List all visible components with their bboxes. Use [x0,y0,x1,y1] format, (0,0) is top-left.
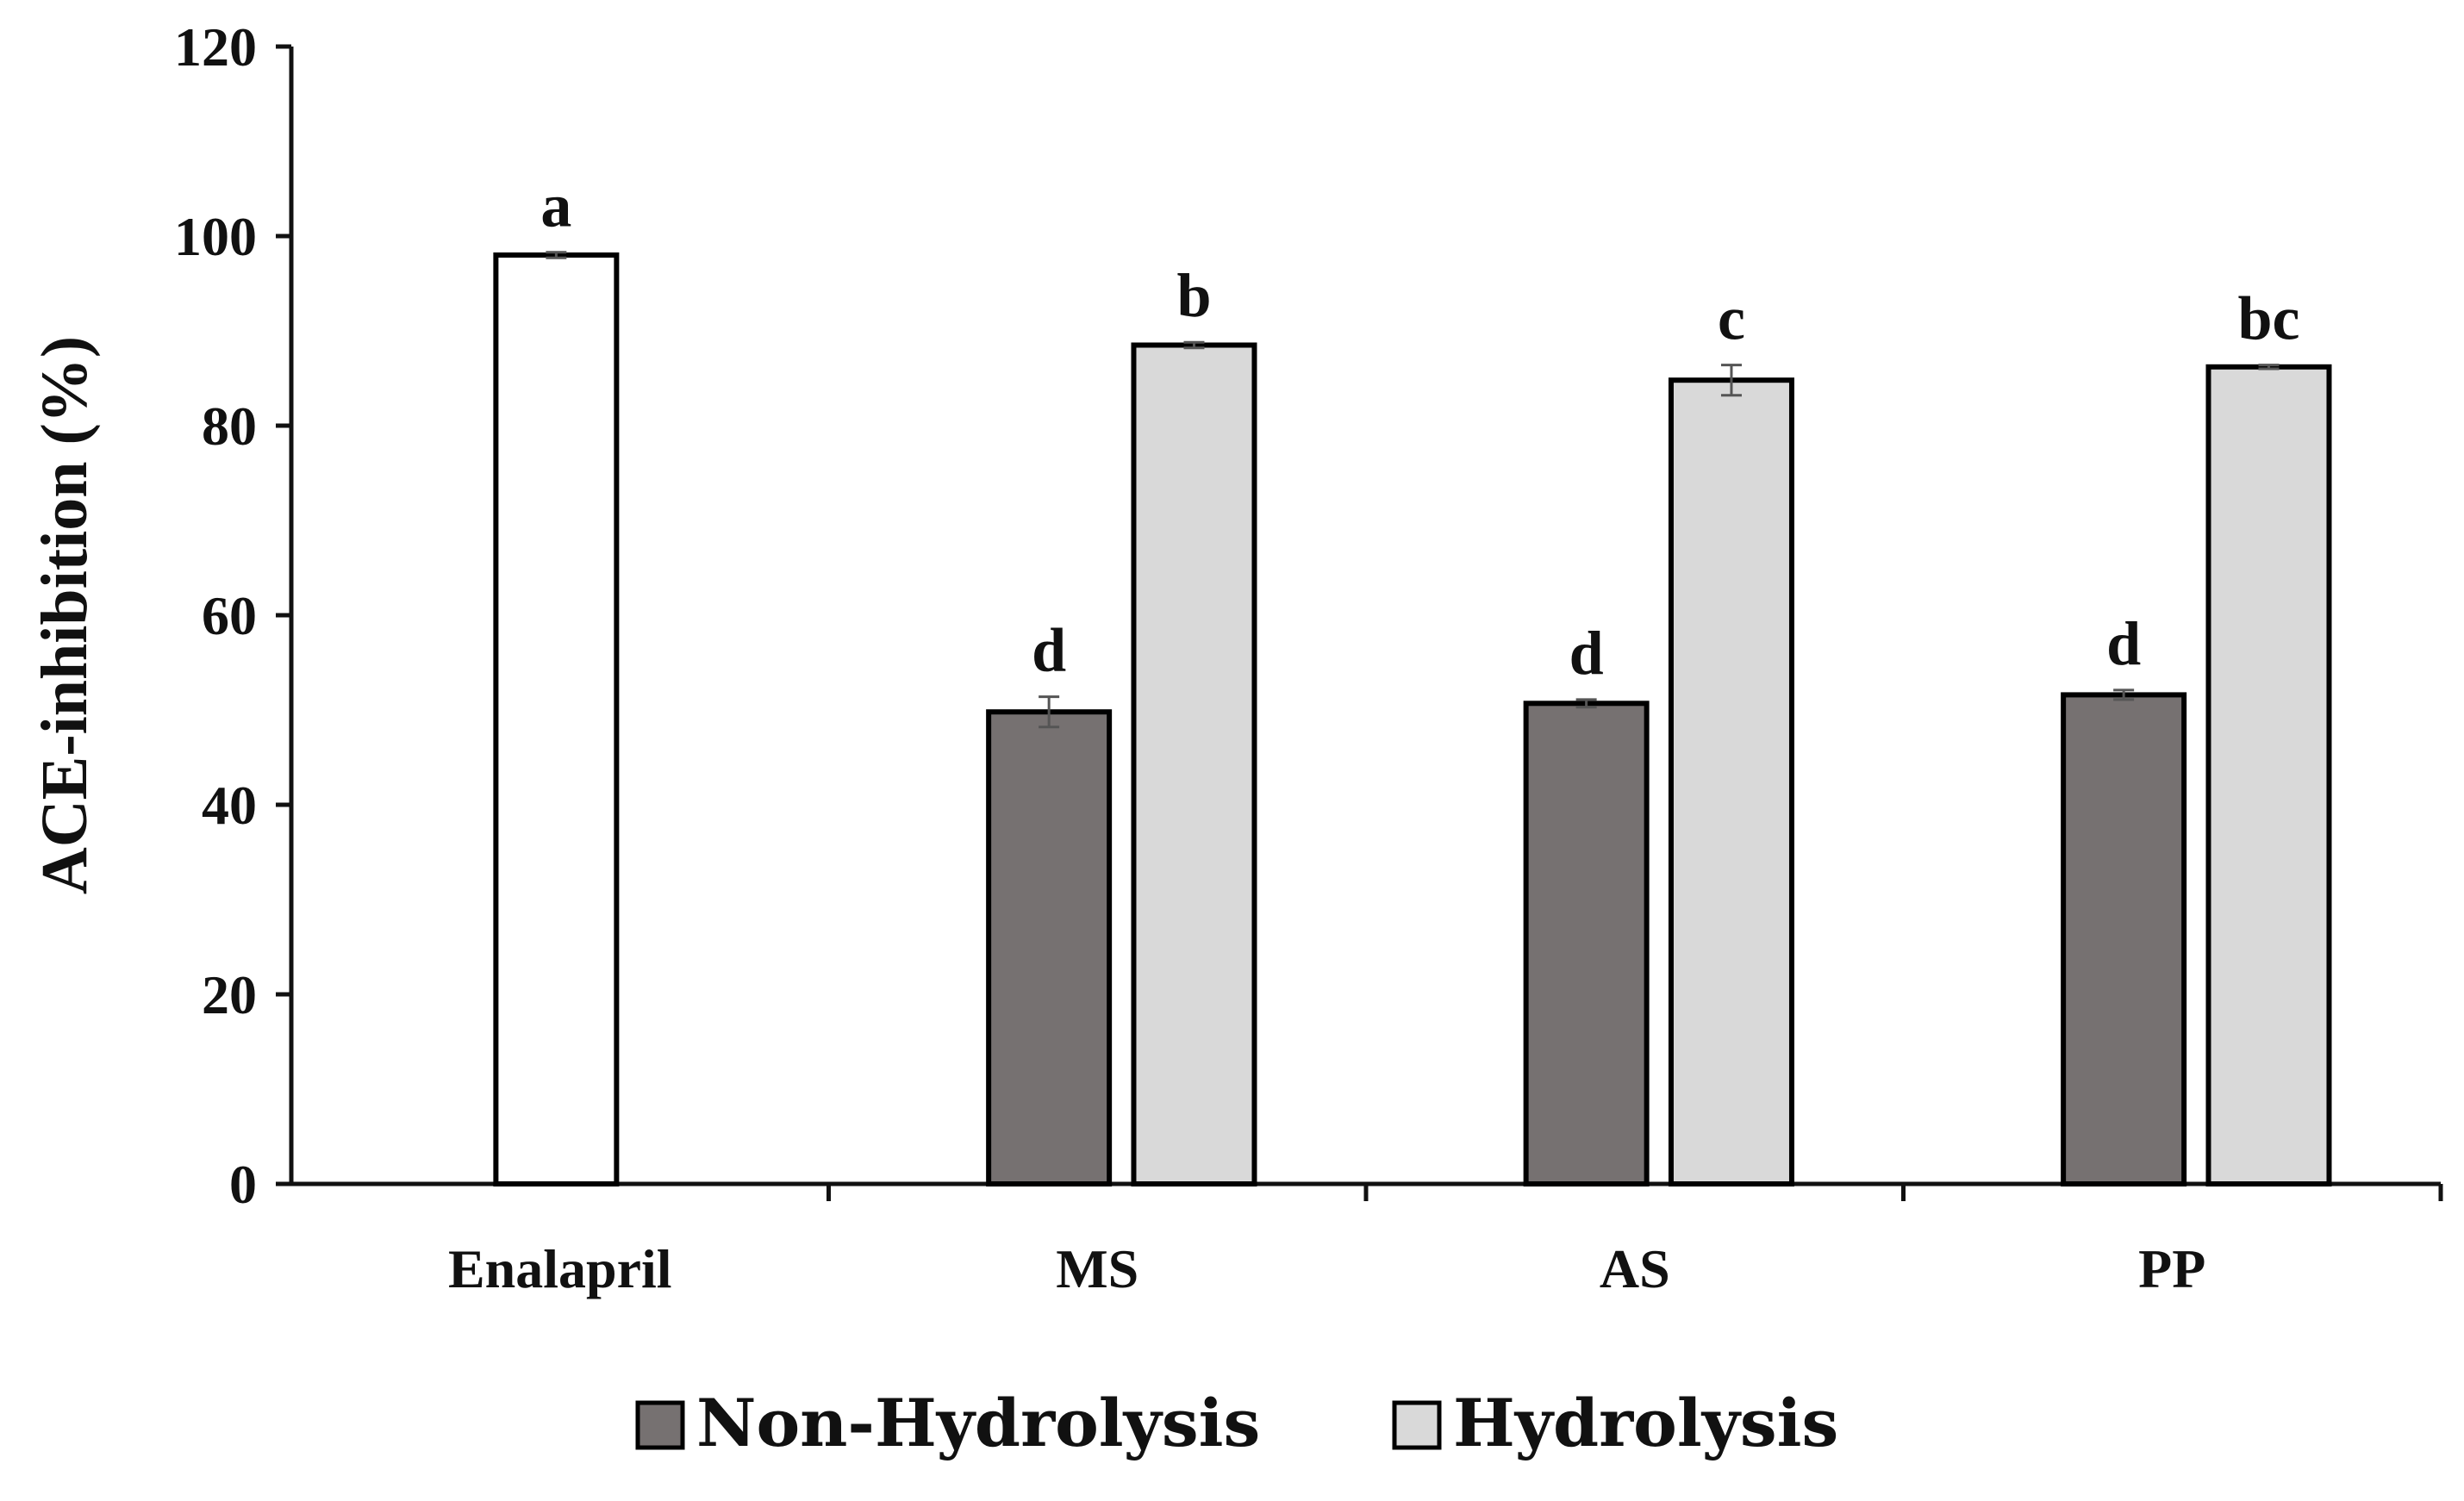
y-tick-label: 20 [202,964,257,1025]
bar [986,709,1113,1186]
y-tick-label: 100 [174,206,257,267]
legend: Non-Hydrolysis Hydrolysis [635,1385,1838,1461]
legend-swatch [1392,1400,1442,1450]
significance-label: a [540,171,571,240]
legend-swatch [635,1400,685,1450]
bar [2061,692,2187,1186]
significance-label: bc [2237,284,2299,353]
y-tick-label: 40 [202,775,257,836]
significance-label: d [2106,609,2141,678]
bar [493,252,620,1186]
x-tick-label: MS [1056,1238,1138,1299]
significance-label: d [1032,616,1066,685]
legend-label: Non-Hydrolysis [696,1385,1260,1461]
labels-layer: a d b d c d bc [540,171,2299,688]
bar [2205,364,2332,1186]
y-tick-label: 60 [202,585,257,646]
significance-label: d [1569,619,1604,688]
y-axis-title: ACE-inhibition (%) [28,336,101,894]
x-tick-label: Enalapril [448,1238,672,1299]
y-tick-label: 80 [202,395,257,457]
y-tick-label: 120 [174,16,257,78]
y-tick-label: 0 [229,1154,257,1215]
x-tick-label: PP [2138,1238,2205,1299]
axes-layer: 0 20 40 60 80 100 120 ACE-inhibition (%) Enalapr… [28,16,2443,1299]
bar [1668,377,1794,1186]
bars-layer [493,251,2332,1186]
bar [1523,701,1650,1186]
bar [1131,342,1257,1186]
legend-label: Hydrolysis [1453,1385,1838,1461]
significance-label: c [1718,284,1745,353]
significance-label: b [1176,261,1211,330]
x-tick-label: AS [1600,1238,1670,1299]
